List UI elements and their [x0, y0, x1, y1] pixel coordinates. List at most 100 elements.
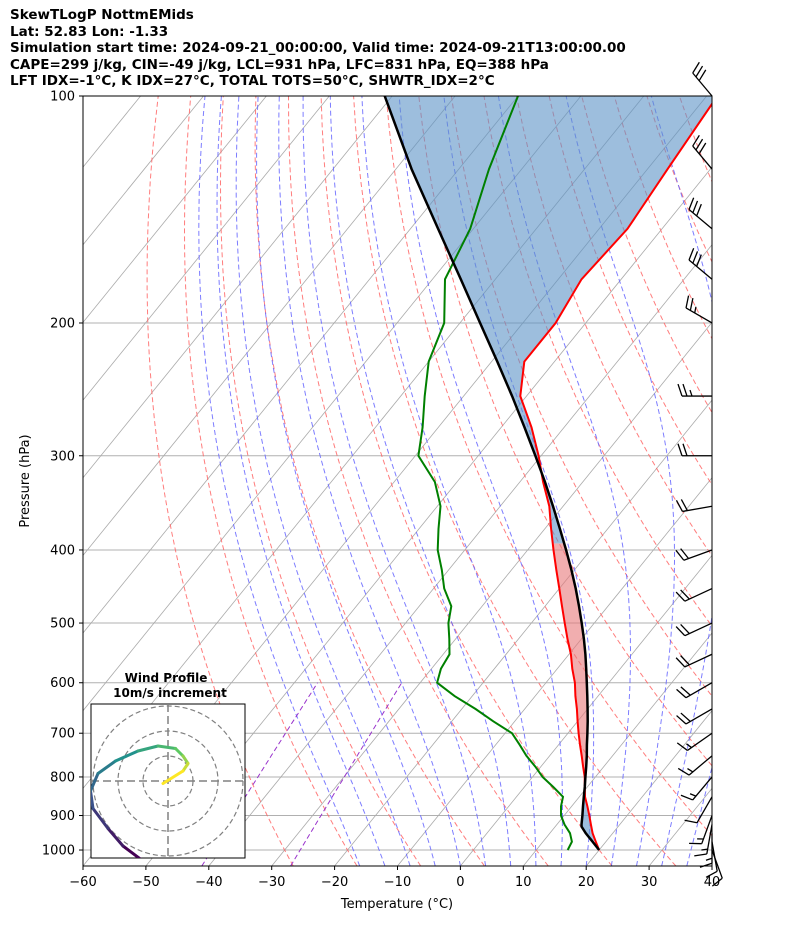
hodograph-segment — [91, 772, 100, 793]
moist-adiabat — [329, 96, 512, 866]
isotherm-line — [83, 96, 267, 324]
wind-barb — [675, 587, 713, 602]
isotherm-line — [711, 865, 712, 866]
hodograph-segment — [106, 827, 125, 848]
y-tick-label: 600 — [50, 676, 75, 691]
indices-line-2: LFT IDX=-1°C, K IDX=27°C, TOTAL TOTS=50°… — [10, 73, 495, 89]
dry-adiabat — [646, 96, 712, 264]
wind-barb — [684, 796, 713, 824]
hodograph-subtitle: 10m/s increment — [113, 686, 227, 700]
wind-barb — [705, 841, 718, 878]
isotherm-line — [145, 166, 712, 866]
hodograph-segment — [156, 744, 177, 750]
y-axis-label: Pressure (hPa) — [18, 434, 33, 527]
x-tick-label: 0 — [456, 875, 464, 890]
hodograph-segment — [181, 754, 190, 765]
dry-adiabat — [254, 96, 485, 866]
dry-adiabat — [288, 96, 549, 866]
isotherm-line — [83, 96, 393, 479]
wind-barb — [689, 815, 713, 845]
moist-adiabat — [278, 96, 461, 866]
time-line: Simulation start time: 2024-09-21_00:00:… — [10, 40, 626, 56]
parcel-profile-line — [383, 96, 601, 851]
location-line: Lat: 52.83 Lon: -1.33 — [10, 23, 169, 40]
moist-adiabat — [216, 96, 386, 866]
wind-barb — [688, 197, 713, 230]
mixing-ratio-line — [290, 682, 403, 866]
y-tick-label: 100 — [50, 90, 75, 105]
isotherm-line — [0, 96, 78, 866]
hodograph-segment — [91, 789, 95, 810]
dry-adiabat — [745, 96, 794, 866]
wind-barb — [676, 708, 713, 725]
y-tick-label: 800 — [50, 770, 75, 785]
wind-barb — [675, 622, 713, 637]
dry-adiabat — [450, 96, 712, 697]
moist-adiabat — [256, 96, 436, 866]
x-tick-label: −50 — [132, 875, 159, 890]
dry-adiabat — [777, 96, 794, 866]
chart-header: SkewTLogP NottmEMids Lat: 52.83 Lon: -1.… — [10, 7, 626, 90]
isotherm-line — [775, 96, 794, 866]
wind-barb — [692, 61, 713, 97]
x-tick-label: 30 — [641, 875, 658, 890]
dry-adiabat — [678, 96, 712, 183]
hodograph-segment — [96, 759, 117, 775]
isotherm-line — [460, 554, 712, 866]
dewpoint-line — [417, 96, 573, 851]
y-tick-label: 400 — [50, 543, 75, 558]
hodograph-segment — [91, 807, 110, 830]
x-tick-label: −40 — [195, 875, 222, 890]
hodograph-segment — [121, 844, 142, 858]
isotherm-line — [334, 399, 712, 866]
y-tick-label: 200 — [50, 316, 75, 331]
isotherm-line — [271, 321, 712, 866]
moist-adiabat — [235, 96, 411, 866]
x-tick-label: −10 — [384, 875, 411, 890]
wind-barb — [677, 383, 712, 397]
wind-barb — [677, 443, 712, 457]
x-tick-label: 40 — [704, 875, 721, 890]
isotherm-line — [83, 96, 519, 634]
hodograph-segment — [161, 769, 185, 785]
y-tick-label: 900 — [50, 809, 75, 824]
dry-adiabat — [146, 96, 294, 866]
cin-area-upper — [384, 96, 712, 544]
dry-adiabat — [183, 96, 358, 866]
wind-barb — [677, 755, 713, 776]
isotherm-line — [83, 96, 330, 401]
isotherm-line — [83, 96, 456, 557]
dry-adiabat — [219, 96, 422, 866]
x-tick-label: 20 — [578, 875, 595, 890]
moist-adiabat — [497, 96, 631, 866]
chart-title: SkewTLogP NottmEMids — [10, 7, 194, 23]
dry-adiabat — [711, 96, 712, 98]
moist-adiabat — [198, 96, 361, 866]
y-tick-label: 300 — [50, 449, 75, 464]
dry-adiabat — [516, 96, 712, 557]
moist-adiabat — [398, 96, 563, 866]
wind-barb — [676, 682, 713, 699]
wind-barb — [676, 732, 713, 751]
dry-adiabat — [613, 96, 712, 340]
dry-adiabat — [320, 96, 613, 866]
x-tick-label: −60 — [69, 875, 96, 890]
y-tick-label: 700 — [50, 727, 75, 742]
isotherm-line — [208, 244, 712, 866]
hodograph-segment — [174, 747, 185, 758]
dry-adiabat — [418, 96, 712, 767]
wind-barb — [685, 295, 713, 324]
x-tick-label: 10 — [515, 875, 532, 890]
x-axis-label: Temperature (°C) — [340, 897, 453, 912]
hodograph-segment — [114, 749, 140, 763]
wind-barb — [680, 776, 713, 801]
isotherm-line — [83, 96, 204, 246]
wind-barb — [692, 134, 713, 170]
y-tick-label: 1000 — [42, 844, 75, 859]
x-tick-label: −20 — [321, 875, 348, 890]
moist-adiabat — [650, 96, 712, 866]
hodograph-segment — [181, 762, 190, 773]
isotherm-line — [522, 632, 712, 866]
indices-line-1: CAPE=299 j/kg, CIN=-49 j/kg, LCL=931 hPa… — [10, 56, 549, 73]
